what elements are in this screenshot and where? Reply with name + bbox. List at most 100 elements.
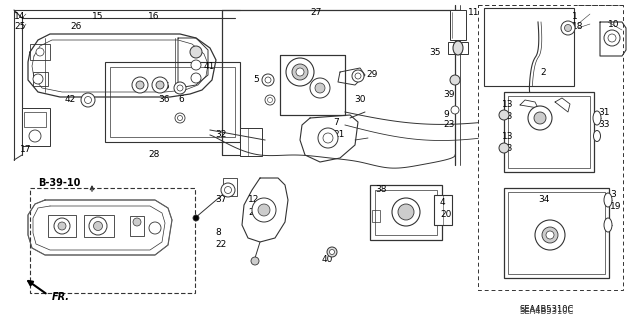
Circle shape xyxy=(133,218,141,226)
Text: 16: 16 xyxy=(148,12,159,21)
Circle shape xyxy=(604,30,620,46)
Text: 3: 3 xyxy=(610,190,616,199)
Circle shape xyxy=(451,106,459,114)
Bar xyxy=(478,5,623,290)
Bar xyxy=(504,92,594,172)
Circle shape xyxy=(252,198,276,222)
Circle shape xyxy=(265,77,271,83)
Bar xyxy=(240,128,262,156)
Text: 36: 36 xyxy=(158,95,170,104)
Circle shape xyxy=(265,95,275,105)
Text: 28: 28 xyxy=(148,150,159,159)
Text: 10: 10 xyxy=(608,20,620,29)
Text: 1: 1 xyxy=(572,12,578,21)
Bar xyxy=(450,10,466,40)
Circle shape xyxy=(398,204,414,220)
Circle shape xyxy=(89,217,107,235)
Circle shape xyxy=(191,73,201,83)
Text: 37: 37 xyxy=(215,195,227,204)
Bar xyxy=(33,72,48,86)
Circle shape xyxy=(54,218,70,234)
Text: 2: 2 xyxy=(540,68,546,77)
Text: 26: 26 xyxy=(70,22,81,31)
Text: 5: 5 xyxy=(253,75,259,84)
Bar xyxy=(370,185,442,240)
Circle shape xyxy=(262,74,274,86)
Circle shape xyxy=(84,97,92,103)
Circle shape xyxy=(296,68,304,76)
Text: 9: 9 xyxy=(443,110,449,119)
Text: 15: 15 xyxy=(92,12,104,21)
Text: 21: 21 xyxy=(333,130,344,139)
Text: 22: 22 xyxy=(215,240,227,249)
Ellipse shape xyxy=(593,111,601,125)
Text: 43: 43 xyxy=(502,112,513,121)
Bar xyxy=(504,188,609,278)
Text: 12: 12 xyxy=(248,195,259,204)
Circle shape xyxy=(258,204,270,216)
Circle shape xyxy=(535,220,565,250)
Circle shape xyxy=(132,77,148,93)
Circle shape xyxy=(175,113,185,123)
Text: 36: 36 xyxy=(158,82,170,91)
Circle shape xyxy=(93,221,102,231)
Circle shape xyxy=(352,70,364,82)
Circle shape xyxy=(152,77,168,93)
Circle shape xyxy=(323,133,333,143)
Bar xyxy=(30,188,195,293)
Circle shape xyxy=(292,64,308,80)
Circle shape xyxy=(392,198,420,226)
Bar xyxy=(448,42,468,54)
Text: 4: 4 xyxy=(440,198,445,207)
Bar xyxy=(484,8,574,86)
Bar xyxy=(130,216,144,236)
Circle shape xyxy=(191,60,201,70)
Bar xyxy=(280,55,345,115)
Circle shape xyxy=(174,82,186,94)
Text: 11: 11 xyxy=(468,8,479,17)
Text: 38: 38 xyxy=(375,185,387,194)
Bar xyxy=(105,62,240,142)
Text: 31: 31 xyxy=(598,108,609,117)
Text: 40: 40 xyxy=(322,255,333,264)
Ellipse shape xyxy=(604,218,612,232)
Ellipse shape xyxy=(453,41,463,55)
Circle shape xyxy=(499,143,509,153)
Circle shape xyxy=(221,183,235,197)
Text: 41: 41 xyxy=(204,62,216,71)
Bar xyxy=(84,215,114,237)
Circle shape xyxy=(177,85,183,91)
Text: 30: 30 xyxy=(354,95,365,104)
Text: 25: 25 xyxy=(14,22,26,31)
Text: 24: 24 xyxy=(248,208,259,217)
Circle shape xyxy=(177,115,182,121)
Circle shape xyxy=(499,110,509,120)
Bar xyxy=(375,190,437,235)
Bar xyxy=(30,44,50,60)
Circle shape xyxy=(251,257,259,265)
Text: 8: 8 xyxy=(215,228,221,237)
Circle shape xyxy=(546,231,554,239)
Text: 6: 6 xyxy=(178,95,184,104)
Text: SEA4B5310C: SEA4B5310C xyxy=(520,307,574,316)
Circle shape xyxy=(450,75,460,85)
Circle shape xyxy=(310,78,330,98)
Text: 13: 13 xyxy=(502,100,513,109)
Text: 17: 17 xyxy=(20,145,31,154)
Text: B-39-10: B-39-10 xyxy=(38,178,81,188)
Text: 33: 33 xyxy=(598,120,609,129)
Text: 32: 32 xyxy=(215,130,227,139)
Bar xyxy=(223,178,237,196)
Circle shape xyxy=(355,73,361,79)
Ellipse shape xyxy=(593,130,600,142)
Bar xyxy=(508,96,590,168)
Circle shape xyxy=(225,187,232,194)
Text: 42: 42 xyxy=(65,95,76,104)
Circle shape xyxy=(330,249,335,255)
Circle shape xyxy=(564,25,572,32)
Circle shape xyxy=(81,93,95,107)
Bar xyxy=(508,192,605,274)
Text: 39: 39 xyxy=(443,90,454,99)
Text: 14: 14 xyxy=(14,12,26,21)
Text: 13: 13 xyxy=(502,132,513,141)
